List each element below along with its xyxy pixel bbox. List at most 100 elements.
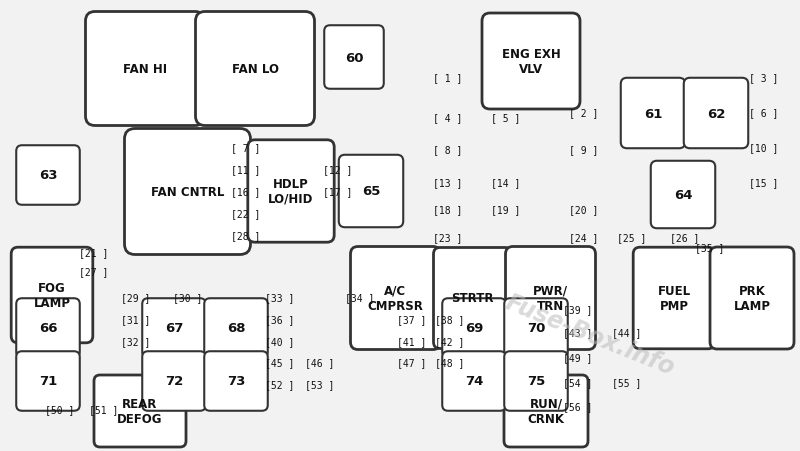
Text: [12 ]: [12 ]	[323, 165, 353, 175]
Text: [18 ]: [18 ]	[434, 205, 462, 215]
FancyBboxPatch shape	[94, 375, 186, 447]
FancyBboxPatch shape	[324, 26, 384, 90]
Text: [52 ]: [52 ]	[266, 379, 294, 389]
Text: STRTR: STRTR	[451, 292, 494, 305]
Text: [ 4 ]: [ 4 ]	[434, 113, 462, 123]
FancyBboxPatch shape	[125, 129, 250, 255]
Text: FAN HI: FAN HI	[123, 63, 167, 76]
Text: [10 ]: [10 ]	[750, 143, 778, 152]
Text: [14 ]: [14 ]	[491, 178, 521, 188]
FancyBboxPatch shape	[482, 14, 580, 110]
FancyBboxPatch shape	[442, 299, 506, 358]
Text: FUEL
PMP: FUEL PMP	[658, 285, 690, 312]
FancyBboxPatch shape	[142, 299, 206, 358]
Text: [ 5 ]: [ 5 ]	[491, 113, 521, 123]
Text: ENG EXH
VLV: ENG EXH VLV	[502, 48, 560, 76]
Text: 70: 70	[527, 322, 545, 335]
Text: RUN/
CRNK: RUN/ CRNK	[527, 397, 565, 425]
FancyBboxPatch shape	[710, 248, 794, 349]
Text: 69: 69	[465, 322, 483, 335]
FancyBboxPatch shape	[142, 351, 206, 411]
Text: 66: 66	[38, 322, 58, 335]
FancyBboxPatch shape	[11, 248, 93, 343]
Text: [11 ]: [11 ]	[231, 165, 261, 175]
Text: [25 ]: [25 ]	[618, 232, 646, 243]
FancyBboxPatch shape	[350, 247, 441, 350]
FancyBboxPatch shape	[204, 299, 268, 358]
Text: [13 ]: [13 ]	[434, 178, 462, 188]
Text: [42 ]: [42 ]	[435, 336, 465, 346]
Text: [41 ]: [41 ]	[398, 336, 426, 346]
Text: 74: 74	[465, 375, 483, 388]
Text: [29 ]: [29 ]	[122, 292, 150, 302]
Text: 62: 62	[707, 107, 725, 120]
Text: [53 ]: [53 ]	[306, 379, 334, 389]
Text: [19 ]: [19 ]	[491, 205, 521, 215]
Text: [49 ]: [49 ]	[563, 352, 593, 362]
Text: [ 1 ]: [ 1 ]	[434, 73, 462, 83]
FancyBboxPatch shape	[248, 141, 334, 243]
Text: [45 ]: [45 ]	[266, 357, 294, 367]
Text: [17 ]: [17 ]	[323, 187, 353, 197]
Text: [ 6 ]: [ 6 ]	[750, 108, 778, 118]
Text: A/C
CMPRSR: A/C CMPRSR	[367, 285, 423, 312]
Text: [16 ]: [16 ]	[231, 187, 261, 197]
FancyBboxPatch shape	[204, 351, 268, 411]
Text: [44 ]: [44 ]	[612, 327, 642, 337]
FancyBboxPatch shape	[650, 161, 715, 229]
FancyBboxPatch shape	[338, 156, 403, 228]
Text: [43 ]: [43 ]	[563, 327, 593, 337]
FancyBboxPatch shape	[16, 351, 80, 411]
FancyBboxPatch shape	[504, 375, 588, 447]
FancyBboxPatch shape	[504, 299, 568, 358]
FancyBboxPatch shape	[684, 78, 748, 149]
FancyBboxPatch shape	[434, 248, 511, 349]
Text: [ 7 ]: [ 7 ]	[231, 143, 261, 152]
FancyBboxPatch shape	[634, 248, 715, 349]
FancyBboxPatch shape	[621, 78, 686, 149]
Text: [28 ]: [28 ]	[231, 230, 261, 240]
Text: 65: 65	[362, 185, 380, 198]
Text: [15 ]: [15 ]	[750, 178, 778, 188]
Text: [54 ]: [54 ]	[563, 377, 593, 387]
Text: [56 ]: [56 ]	[563, 401, 593, 411]
Text: 73: 73	[227, 375, 245, 388]
Text: [35 ]: [35 ]	[695, 243, 725, 253]
Text: [ 2 ]: [ 2 ]	[570, 108, 598, 118]
Text: 67: 67	[165, 322, 183, 335]
Text: [40 ]: [40 ]	[266, 336, 294, 346]
Text: [37 ]: [37 ]	[398, 314, 426, 324]
Text: [32 ]: [32 ]	[122, 336, 150, 346]
Text: [27 ]: [27 ]	[79, 267, 109, 276]
Text: [50 ]: [50 ]	[46, 404, 74, 414]
FancyBboxPatch shape	[16, 299, 80, 358]
Text: [31 ]: [31 ]	[122, 314, 150, 324]
Text: 71: 71	[39, 375, 57, 388]
Text: [ 3 ]: [ 3 ]	[750, 73, 778, 83]
Text: 60: 60	[345, 51, 363, 64]
FancyBboxPatch shape	[504, 351, 568, 411]
Text: [24 ]: [24 ]	[570, 232, 598, 243]
Text: [33 ]: [33 ]	[266, 292, 294, 302]
Text: [30 ]: [30 ]	[174, 292, 202, 302]
Text: [21 ]: [21 ]	[79, 248, 109, 258]
FancyBboxPatch shape	[506, 247, 595, 350]
FancyBboxPatch shape	[195, 13, 314, 126]
Text: [ 9 ]: [ 9 ]	[570, 145, 598, 155]
Text: FOG
LAMP: FOG LAMP	[34, 281, 70, 309]
FancyBboxPatch shape	[16, 146, 80, 205]
Text: [36 ]: [36 ]	[266, 314, 294, 324]
Text: PWR/
TRN: PWR/ TRN	[533, 285, 568, 312]
Text: HDLP
LO/HID: HDLP LO/HID	[268, 178, 314, 206]
Text: [51 ]: [51 ]	[90, 404, 118, 414]
Text: [46 ]: [46 ]	[306, 357, 334, 367]
Text: [23 ]: [23 ]	[434, 232, 462, 243]
Text: FAN LO: FAN LO	[231, 63, 278, 76]
Text: [55 ]: [55 ]	[612, 377, 642, 387]
Text: [47 ]: [47 ]	[398, 357, 426, 367]
Text: [39 ]: [39 ]	[563, 304, 593, 314]
Text: [48 ]: [48 ]	[435, 357, 465, 367]
Text: [20 ]: [20 ]	[570, 205, 598, 215]
Text: 75: 75	[527, 375, 545, 388]
Text: [22 ]: [22 ]	[231, 208, 261, 219]
